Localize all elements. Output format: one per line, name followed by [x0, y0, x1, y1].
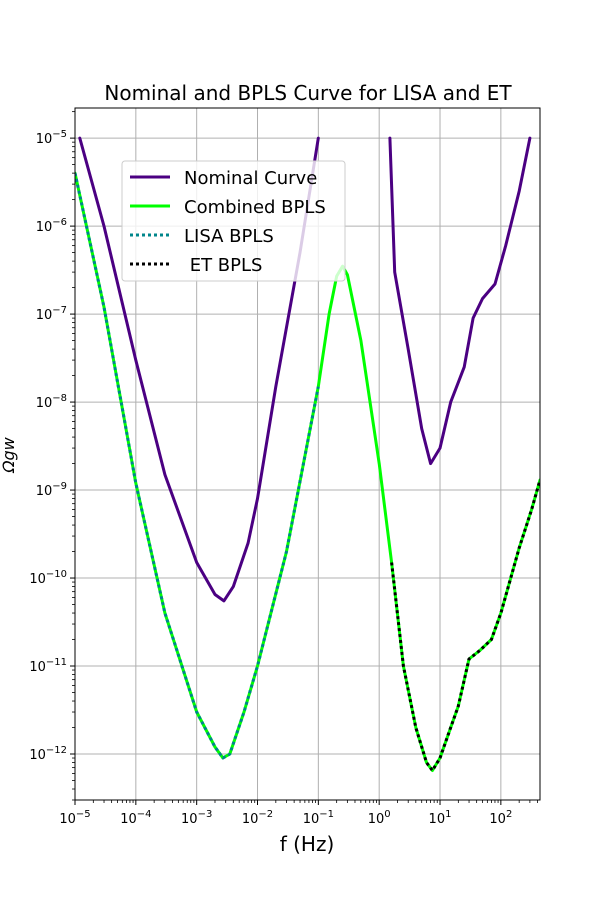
y-tick-label: 10−12: [29, 745, 67, 763]
legend-label: ET BPLS: [184, 255, 262, 276]
x-tick-label: 10−5: [59, 809, 90, 827]
x-tick-label: 10−3: [181, 809, 212, 827]
legend-box: [121, 160, 346, 282]
series-line-lisa-bpls: [75, 172, 320, 760]
series-group: [75, 136, 540, 772]
x-tick-label: 100: [368, 809, 391, 827]
series-line-combined-bpls: [75, 171, 540, 772]
y-tick-label: 10−7: [36, 305, 67, 323]
y-tick-label: 10−11: [29, 657, 67, 675]
legend: Nominal Curve Combined BPLS LISA BPLS ET B…: [121, 160, 346, 282]
x-tick-label: 10−1: [303, 809, 334, 827]
y-tick-label: 10−8: [36, 393, 67, 411]
y-axis-label: Ωgw: [0, 436, 18, 473]
series-line-et-bpls: [390, 479, 540, 772]
x-tick-label: 101: [429, 809, 452, 827]
legend-label: Combined BPLS: [184, 197, 326, 218]
series-line-nominal-curve: [78, 136, 320, 603]
x-ticks: 10−5 10−4 10−3 10−2 10−1 100 101 102: [59, 800, 538, 827]
legend-label: LISA BPLS: [184, 226, 274, 247]
y-tick-label: 10−9: [36, 481, 67, 499]
series-line-nominal-curve: [388, 136, 532, 466]
x-tick-label: 102: [489, 809, 512, 827]
x-axis-label: f (Hz): [280, 832, 335, 856]
plot-frame: [74, 107, 541, 801]
y-tick-label: 10−10: [29, 569, 67, 587]
y-tick-label: 10−6: [36, 217, 67, 235]
legend-label: Nominal Curve: [184, 168, 317, 189]
chart-title: Nominal and BPLS Curve for LISA and ET: [104, 81, 512, 105]
y-tick-label: 10−5: [36, 129, 67, 147]
x-tick-label: 10−4: [120, 809, 151, 827]
x-tick-label: 10−2: [242, 809, 273, 827]
y-ticks: 10−12 10−11 10−10 10−9 10−8 10−7 10−6 10−5: [29, 111, 75, 801]
